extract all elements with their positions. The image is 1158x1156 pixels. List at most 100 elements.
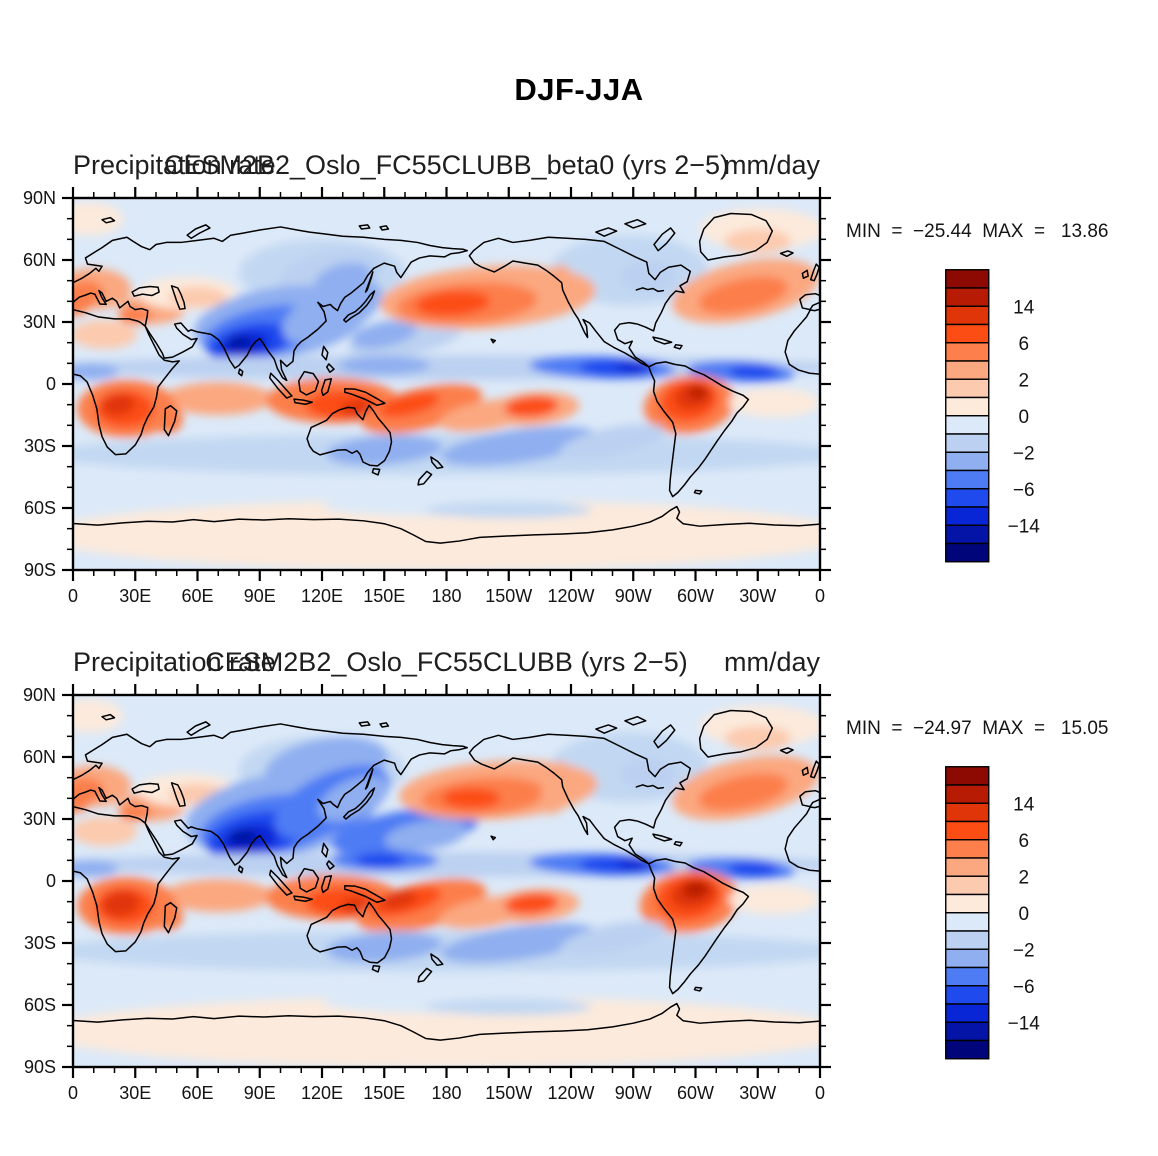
x-tick-label: 30E bbox=[119, 1083, 151, 1103]
anomaly-blob bbox=[728, 885, 820, 915]
anomaly-blob bbox=[164, 878, 273, 912]
colorbar-tick-label: 14 bbox=[1013, 297, 1035, 318]
y-tick-label: 0 bbox=[46, 374, 56, 394]
x-tick-label: 180 bbox=[431, 1083, 461, 1103]
anomaly-blob bbox=[728, 388, 820, 418]
colorbar-box bbox=[945, 433, 990, 453]
y-tick-label: 90N bbox=[23, 685, 56, 705]
anomaly-blob bbox=[226, 335, 252, 350]
colorbar-box bbox=[945, 766, 990, 786]
x-tick-label: 0 bbox=[68, 1083, 78, 1103]
anomaly-blob bbox=[73, 816, 138, 846]
panel2-left-title: Precipitation rate bbox=[73, 647, 276, 677]
y-tick-label: 30N bbox=[23, 809, 56, 829]
colorbar-box bbox=[945, 378, 990, 399]
panel1-minmax-label: MIN = −25.44 MAX = 13.86 bbox=[846, 221, 1109, 242]
anomaly-blob bbox=[73, 319, 138, 349]
colorbar-tick-label: 0 bbox=[1018, 407, 1029, 428]
panel1-left-title: Precipitation rate bbox=[73, 150, 276, 180]
colorbar-box bbox=[945, 269, 990, 289]
y-tick-label: 0 bbox=[46, 871, 56, 891]
colorbar-box bbox=[945, 542, 990, 563]
colorbar-tick-label: −14 bbox=[1008, 516, 1041, 537]
colorbar-tick-label: 6 bbox=[1018, 831, 1029, 852]
colorbar-box bbox=[945, 966, 990, 987]
anomaly-blob bbox=[164, 381, 273, 415]
anomaly-blob bbox=[153, 901, 183, 931]
panel1-colorbar: 14 6 2 0 −2 −6 −14 bbox=[945, 269, 1041, 563]
colorbar-box bbox=[945, 342, 990, 362]
colorbar-tick-label: −2 bbox=[1013, 940, 1035, 961]
colorbar-tick-label: 2 bbox=[1018, 867, 1029, 888]
y-tick-label: 30N bbox=[23, 312, 56, 332]
colorbar-box bbox=[945, 415, 990, 435]
x-tick-label: 90E bbox=[244, 1083, 276, 1103]
panel2-units-label: mm/day bbox=[723, 647, 820, 677]
x-tick-label: 0 bbox=[815, 1083, 825, 1103]
colorbar-box bbox=[945, 287, 990, 307]
panel2-colorbar: 14 6 2 0 −2 −6 −14 bbox=[945, 766, 1041, 1060]
colorbar-box bbox=[945, 802, 990, 823]
colorbar-box bbox=[945, 948, 990, 969]
colorbar-box bbox=[945, 893, 990, 914]
y-tick-label: 90N bbox=[23, 188, 56, 208]
y-tick-label: 60N bbox=[23, 250, 56, 270]
anomaly-blob bbox=[168, 286, 227, 308]
x-tick-label: 30W bbox=[739, 1083, 776, 1103]
y-tick-label: 90S bbox=[24, 1057, 56, 1077]
colorbar-box bbox=[945, 1039, 990, 1060]
colorbar-tick-label: 6 bbox=[1018, 334, 1029, 355]
colorbar-box bbox=[945, 875, 990, 896]
x-tick-label: 150E bbox=[363, 1083, 405, 1103]
anomaly-blob bbox=[197, 448, 322, 473]
colorbar-tick-label: −6 bbox=[1013, 977, 1035, 998]
colorbar-box bbox=[945, 912, 990, 932]
anomaly-blob bbox=[153, 404, 183, 434]
colorbar-tick-label: 0 bbox=[1018, 904, 1029, 925]
colorbar-box bbox=[945, 305, 990, 326]
anomaly-blob bbox=[338, 356, 430, 375]
colorbar-tick-label: −6 bbox=[1013, 480, 1035, 501]
panel1-units-label: mm/day bbox=[723, 150, 820, 180]
colorbar-tick-label: 14 bbox=[1013, 794, 1035, 815]
colorbar-tick-label: 2 bbox=[1018, 370, 1029, 391]
colorbar-box bbox=[945, 930, 990, 950]
colorbar-box bbox=[945, 360, 990, 380]
y-tick-label: 30S bbox=[24, 436, 56, 456]
colorbar-box bbox=[945, 1003, 990, 1023]
colorbar-box bbox=[945, 857, 990, 877]
panel2-minmax-label: MIN = −24.97 MAX = 15.05 bbox=[846, 718, 1109, 739]
y-tick-label: 60N bbox=[23, 747, 56, 767]
anomaly-blob bbox=[442, 788, 501, 809]
colorbar-box bbox=[945, 396, 990, 417]
colorbar-tick-label: −2 bbox=[1013, 443, 1035, 464]
x-tick-label: 120W bbox=[547, 1083, 594, 1103]
x-tick-label: 120E bbox=[301, 1083, 343, 1103]
colorbar-box bbox=[945, 469, 990, 490]
colorbar-tick-label: −14 bbox=[1008, 1013, 1041, 1034]
y-tick-label: 30S bbox=[24, 933, 56, 953]
anomaly-blob bbox=[728, 364, 779, 379]
y-tick-label: 60S bbox=[24, 995, 56, 1015]
colorbar-box bbox=[945, 1021, 990, 1042]
panel2-center-title: CESM2B2_Oslo_FC55CLUBB (yrs 2−5) bbox=[205, 647, 688, 677]
anomaly-blob bbox=[728, 861, 779, 876]
colorbar-box bbox=[945, 820, 990, 841]
anomaly-blob bbox=[197, 945, 322, 970]
colorbar-box bbox=[945, 839, 990, 859]
figure-title: DJF-JJA bbox=[514, 72, 644, 107]
panel2-map-plot bbox=[73, 695, 820, 1067]
anomaly-blob bbox=[228, 829, 258, 846]
x-tick-label: 60W bbox=[677, 1083, 714, 1103]
anomaly-blob bbox=[425, 998, 592, 1016]
x-tick-label: 90W bbox=[615, 1083, 652, 1103]
panel1-center-title: CESM2B2_Oslo_FC55CLUBB_beta0 (yrs 2−5) bbox=[163, 150, 729, 180]
colorbar-box bbox=[945, 784, 990, 804]
x-tick-label: 60E bbox=[181, 1083, 213, 1103]
anomaly-blob bbox=[355, 853, 405, 868]
colorbar-box bbox=[945, 323, 990, 344]
colorbar-box bbox=[945, 985, 990, 1005]
anomaly-blob bbox=[688, 386, 707, 399]
x-tick-label: 150W bbox=[485, 1083, 532, 1103]
